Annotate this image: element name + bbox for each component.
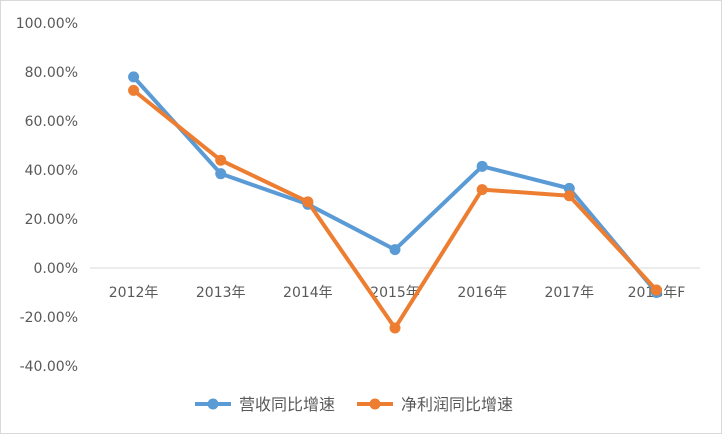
data-point [128,84,140,96]
y-tick-label: -20.00% [20,310,78,326]
data-point [476,184,488,196]
series-2 [128,84,662,334]
legend-item: 营收同比增速 [195,395,335,414]
series-line [131,74,659,295]
legend-marker [369,398,381,410]
x-tick-label: 2016年 [457,285,507,301]
x-tick-label: 2014年 [283,285,333,301]
y-tick-label: 60.00% [25,114,78,130]
legend-item: 净利润同比增速 [357,395,513,414]
legend: 营收同比增速 净利润同比增速 [195,395,513,414]
legend-marker [207,398,219,410]
y-tick-label: 100.00% [16,16,78,32]
legend-label: 营收同比增速 [239,395,335,414]
data-point [128,71,140,83]
series-1 [128,71,662,298]
x-tick-label: 2012年 [109,285,159,301]
data-point [563,190,575,202]
x-tick-label: 2015年 [370,285,420,301]
x-tick-label: 2013年 [196,285,246,301]
x-axis-ticks: 2012年2013年2014年2015年2016年2017年2018年F [109,285,686,301]
data-point [476,160,488,172]
data-point [215,168,227,180]
data-point [302,196,314,208]
x-tick-label: 2017年 [544,285,594,301]
y-tick-label: 40.00% [25,163,78,179]
y-axis-ticks: 100.00% 80.00% 60.00% 40.00% 20.00% 0.00% -20.… [16,16,78,375]
data-point [650,284,662,296]
data-point [389,244,401,256]
y-tick-label: 0.00% [34,261,78,277]
data-point [389,322,401,334]
data-point [215,154,227,166]
y-tick-label: 20.00% [25,212,78,228]
legend-label: 净利润同比增速 [401,395,513,414]
series-layer [128,71,662,334]
y-tick-label: -40.00% [20,359,78,375]
y-tick-label: 80.00% [25,65,78,81]
